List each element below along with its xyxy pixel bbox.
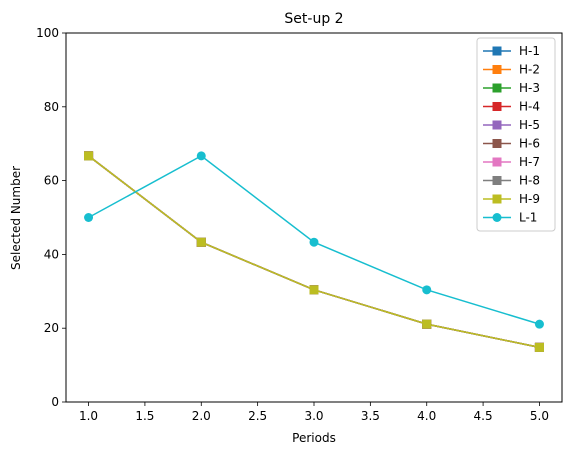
x-tick-label: 4.5 bbox=[474, 409, 493, 423]
legend-item: H-6 bbox=[483, 137, 540, 151]
x-tick-label: 3.0 bbox=[304, 409, 323, 423]
legend-label: H-7 bbox=[519, 155, 540, 169]
legend-label: H-2 bbox=[519, 63, 540, 77]
y-axis-label: Selected Number bbox=[9, 166, 23, 270]
legend-marker bbox=[492, 157, 502, 167]
legend-item: H-1 bbox=[483, 44, 540, 58]
legend-item: H-5 bbox=[483, 118, 540, 132]
y-tick-label: 40 bbox=[44, 247, 59, 261]
data-point bbox=[422, 285, 432, 295]
legend-label: H-9 bbox=[519, 192, 540, 206]
legend-marker bbox=[492, 102, 502, 111]
legend-label: H-6 bbox=[519, 137, 540, 151]
chart-legend: H-1 H-2 H-3 H-4 H-5 H-6 H-7 H-8 H-9 L-1 bbox=[476, 37, 556, 232]
x-axis-ticks: 1.0 1.5 2.0 2.5 3.0 3.5 4.0 4.5 5.0 bbox=[79, 402, 549, 423]
legend-label: L-1 bbox=[519, 211, 537, 225]
data-point bbox=[309, 237, 319, 247]
y-tick-label: 60 bbox=[44, 174, 59, 188]
series-h-9 bbox=[84, 151, 544, 352]
x-tick-label: 1.0 bbox=[79, 409, 98, 423]
plot-frame bbox=[65, 32, 563, 403]
data-point bbox=[84, 213, 94, 222]
x-tick-label: 5.0 bbox=[530, 409, 549, 423]
legend-marker bbox=[492, 139, 502, 148]
x-tick-label: 1.5 bbox=[135, 409, 154, 423]
legend-marker bbox=[492, 83, 502, 93]
data-point bbox=[196, 151, 206, 161]
legend-item: H-4 bbox=[483, 100, 540, 114]
y-tick-label: 20 bbox=[44, 321, 59, 335]
legend-label: H-3 bbox=[519, 81, 540, 95]
legend-marker bbox=[492, 120, 502, 130]
legend-label: H-8 bbox=[519, 174, 540, 188]
legend-marker bbox=[492, 65, 502, 74]
legend-item: H-9 bbox=[483, 192, 540, 206]
legend-item: H-8 bbox=[483, 174, 540, 188]
y-tick-label: 100 bbox=[36, 26, 59, 40]
x-axis-label: Periods bbox=[292, 431, 336, 445]
series-layer bbox=[84, 151, 544, 352]
legend-marker bbox=[492, 46, 502, 56]
legend-item: L-1 bbox=[483, 211, 537, 225]
legend-box bbox=[476, 37, 556, 232]
y-axis-ticks: 0 20 40 60 80 100 bbox=[36, 26, 66, 409]
data-point bbox=[309, 285, 319, 295]
legend-label: H-1 bbox=[519, 44, 540, 58]
y-tick-label: 80 bbox=[44, 100, 59, 114]
legend-label: H-4 bbox=[519, 100, 540, 114]
data-point bbox=[422, 319, 432, 329]
legend-marker bbox=[492, 176, 502, 185]
legend-item: H-3 bbox=[483, 81, 540, 95]
legend-marker bbox=[492, 194, 502, 204]
y-tick-label: 0 bbox=[51, 395, 59, 409]
data-point bbox=[534, 319, 544, 329]
legend-marker bbox=[492, 213, 502, 222]
data-point bbox=[84, 151, 94, 161]
x-tick-label: 3.5 bbox=[361, 409, 380, 423]
x-tick-label: 2.0 bbox=[192, 409, 211, 423]
x-tick-label: 4.0 bbox=[417, 409, 436, 423]
legend-label: H-5 bbox=[519, 118, 540, 132]
x-tick-label: 2.5 bbox=[248, 409, 267, 423]
data-point bbox=[196, 237, 206, 247]
chart-title: Set-up 2 bbox=[284, 11, 343, 27]
legend-item: H-7 bbox=[483, 155, 540, 169]
legend-item: H-2 bbox=[483, 63, 540, 77]
data-point bbox=[534, 342, 544, 352]
series-l-1 bbox=[84, 151, 544, 329]
